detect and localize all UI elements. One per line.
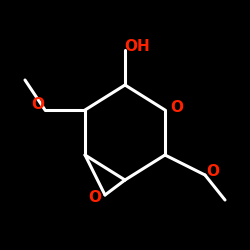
Text: OH: OH [124,39,150,54]
Text: O: O [206,164,219,179]
Text: O: O [31,98,44,112]
Text: O: O [88,190,102,205]
Text: O: O [170,100,183,115]
